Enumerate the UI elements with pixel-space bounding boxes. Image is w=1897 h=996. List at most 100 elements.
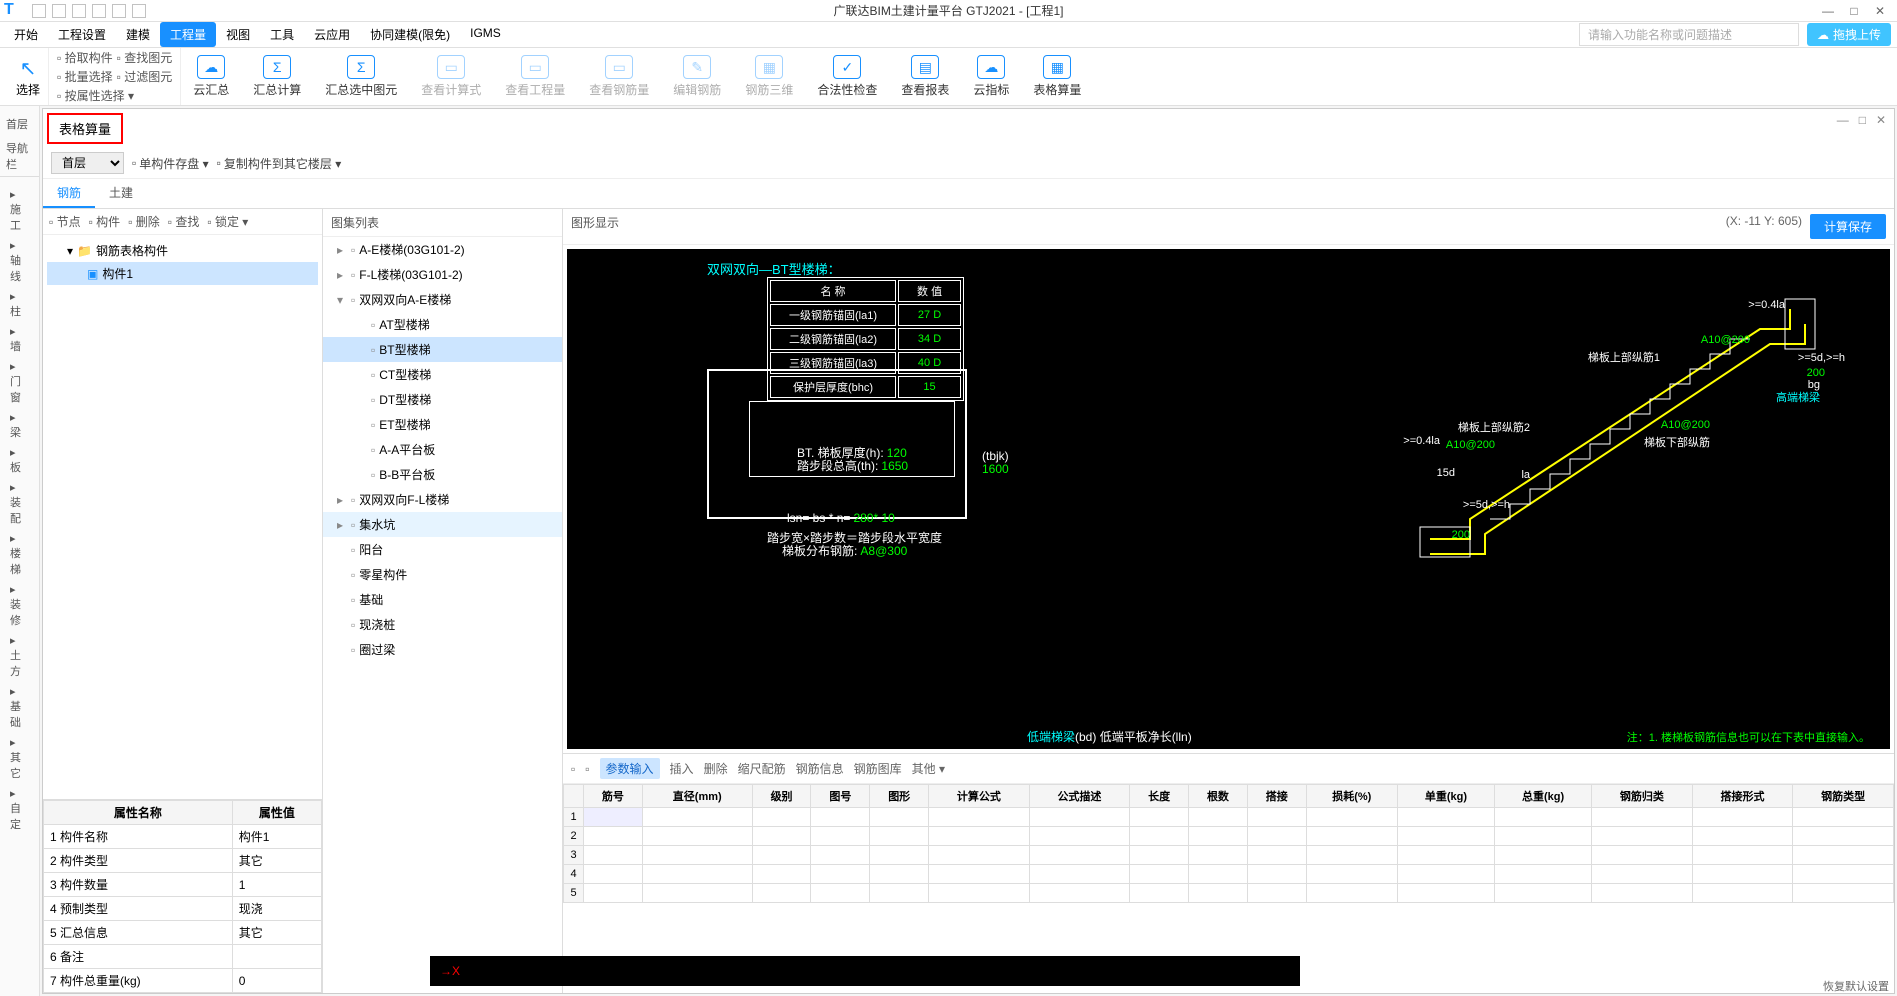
grid-column-header[interactable]: 单重(kg) (1397, 785, 1494, 808)
qat-icon[interactable] (112, 4, 126, 18)
grid-tool[interactable]: 插入 (670, 760, 694, 777)
property-row[interactable]: 2 构件类型其它 (44, 849, 322, 873)
property-row[interactable]: 7 构件总重量(kg)0 (44, 969, 322, 993)
atlas-item[interactable]: ▫ ET型楼梯 (323, 412, 562, 437)
maximize-button[interactable]: □ (1847, 4, 1861, 18)
property-row[interactable]: 1 构件名称构件1 (44, 825, 322, 849)
tree-child[interactable]: ▣ 构件1 (47, 262, 318, 285)
qat-icon[interactable] (32, 4, 46, 18)
grid-column-header[interactable]: 计算公式 (929, 785, 1030, 808)
ribbon-mini-item[interactable]: ▫ 查找图元 (117, 49, 173, 66)
inner-minimize[interactable]: — (1837, 113, 1849, 127)
menu-item[interactable]: 开始 (4, 22, 48, 47)
nav-item[interactable]: ▸ 基础 (6, 682, 33, 733)
grid-tool[interactable]: 删除 (704, 760, 728, 777)
tree-tool[interactable]: ▫ 节点 (49, 213, 81, 230)
atlas-item[interactable]: ▸▫ 双网双向F-L楼梯 (323, 487, 562, 512)
atlas-item[interactable]: ▸▫ F-L楼梯(03G101-2) (323, 262, 562, 287)
nav-item[interactable]: ▸ 柱 (6, 287, 33, 322)
rebar-grid[interactable]: 筋号直径(mm)级别图号图形计算公式公式描述长度根数搭接损耗(%)单重(kg)总… (563, 784, 1894, 903)
menu-item[interactable]: 工具 (260, 22, 304, 47)
atlas-item[interactable]: ▫ A-A平台板 (323, 437, 562, 462)
search-input[interactable]: 请输入功能名称或问题描述 (1579, 23, 1799, 46)
nav-item[interactable]: ▸ 墙 (6, 322, 33, 357)
grid-column-header[interactable]: 搭接 (1247, 785, 1306, 808)
tree-tool[interactable]: ▫ 查找 (168, 213, 200, 230)
menu-item[interactable]: 视图 (216, 22, 260, 47)
atlas-item[interactable]: ▫ 零星构件 (323, 562, 562, 587)
qat-icon[interactable] (52, 4, 66, 18)
grid-icon[interactable]: ▫ (585, 762, 589, 776)
grid-column-header[interactable]: 筋号 (584, 785, 643, 808)
nav-item[interactable]: ▸ 门窗 (6, 357, 33, 408)
tab-civil[interactable]: 土建 (95, 179, 147, 208)
tree-root[interactable]: ▾ 📁 钢筋表格构件 (47, 239, 318, 262)
ribbon-button[interactable]: ✓合法性检查 (805, 48, 889, 105)
qat-icon[interactable] (92, 4, 106, 18)
copy-component-button[interactable]: ▫ 复制构件到其它楼层 ▾ (217, 155, 342, 172)
menu-item[interactable]: IGMS (460, 22, 511, 47)
grid-row[interactable]: 1 (564, 808, 1894, 827)
nav-item[interactable]: ▸ 轴线 (6, 236, 33, 287)
qat-icon[interactable] (72, 4, 86, 18)
atlas-item[interactable]: ▫ AT型楼梯 (323, 312, 562, 337)
select-tool[interactable]: ↖ 选择 (8, 48, 49, 105)
grid-column-header[interactable]: 直径(mm) (642, 785, 752, 808)
menu-item[interactable]: 云应用 (304, 22, 360, 47)
grid-column-header[interactable]: 长度 (1130, 785, 1189, 808)
grid-icon[interactable]: ▫ (571, 762, 575, 776)
atlas-item[interactable]: ▫ 圈过梁 (323, 637, 562, 662)
grid-column-header[interactable]: 图形 (870, 785, 929, 808)
floor-select[interactable]: 首层 (51, 152, 124, 174)
grid-row[interactable]: 2 (564, 827, 1894, 846)
ribbon-mini-item[interactable]: ▫ 按属性选择 ▾ (57, 87, 134, 104)
property-row[interactable]: 3 构件数量1 (44, 873, 322, 897)
nav-item[interactable]: ▸ 装配 (6, 478, 33, 529)
grid-row[interactable]: 5 (564, 884, 1894, 903)
nav-item[interactable]: ▸ 梁 (6, 408, 33, 443)
grid-column-header[interactable]: 总重(kg) (1495, 785, 1592, 808)
property-row[interactable]: 6 备注 (44, 945, 322, 969)
atlas-item[interactable]: ▸▫ A-E楼梯(03G101-2) (323, 237, 562, 262)
atlas-item[interactable]: ▫ BT型楼梯 (323, 337, 562, 362)
nav-item[interactable]: ▸ 楼梯 (6, 529, 33, 580)
nav-item[interactable]: ▸ 土方 (6, 631, 33, 682)
grid-column-header[interactable]: 搭接形式 (1692, 785, 1793, 808)
grid-row[interactable]: 3 (564, 846, 1894, 865)
minimize-button[interactable]: — (1821, 4, 1835, 18)
grid-column-header[interactable]: 级别 (752, 785, 811, 808)
atlas-item[interactable]: ▫ 阳台 (323, 537, 562, 562)
ribbon-mini-item[interactable]: ▫ 过滤图元 (117, 68, 173, 85)
menu-item[interactable]: 工程量 (160, 22, 216, 47)
nav-item[interactable]: ▸ 施工 (6, 185, 33, 236)
ribbon-button[interactable]: ▤查看报表 (889, 48, 961, 105)
calculate-save-button[interactable]: 计算保存 (1810, 214, 1886, 239)
inner-maximize[interactable]: □ (1859, 113, 1866, 127)
atlas-item[interactable]: ▫ 现浇桩 (323, 612, 562, 637)
property-row[interactable]: 4 预制类型现浇 (44, 897, 322, 921)
atlas-item[interactable]: ▫ 基础 (323, 587, 562, 612)
grid-row[interactable]: 4 (564, 865, 1894, 884)
nav-item[interactable]: ▸ 自定 (6, 784, 33, 835)
close-button[interactable]: ✕ (1873, 4, 1887, 18)
ribbon-button[interactable]: Σ汇总计算 (241, 48, 313, 105)
ribbon-button[interactable]: ☁云指标 (961, 48, 1021, 105)
upload-button[interactable]: ☁ 拖拽上传 (1807, 23, 1891, 46)
ribbon-button[interactable]: Σ汇总选中图元 (313, 48, 409, 105)
menu-item[interactable]: 建模 (116, 22, 160, 47)
ribbon-mini-item[interactable]: ▫ 批量选择 (57, 68, 113, 85)
nav-item[interactable]: ▸ 板 (6, 443, 33, 478)
atlas-item[interactable]: ▫ B-B平台板 (323, 462, 562, 487)
tab-rebar[interactable]: 钢筋 (43, 179, 95, 208)
grid-column-header[interactable]: 钢筋类型 (1793, 785, 1894, 808)
tree-tool[interactable]: ▫ 构件 (89, 213, 121, 230)
grid-column-header[interactable]: 图号 (811, 785, 870, 808)
menu-item[interactable]: 协同建模(限免) (360, 22, 460, 47)
ribbon-mini-item[interactable]: ▫ 拾取构件 (57, 49, 113, 66)
property-row[interactable]: 5 汇总信息其它 (44, 921, 322, 945)
qat-icon[interactable] (132, 4, 146, 18)
grid-tool[interactable]: 其他 ▾ (912, 760, 945, 777)
grid-column-header[interactable]: 损耗(%) (1306, 785, 1397, 808)
save-component-button[interactable]: ▫ 单构件存盘 ▾ (132, 155, 209, 172)
grid-column-header[interactable]: 根数 (1189, 785, 1248, 808)
